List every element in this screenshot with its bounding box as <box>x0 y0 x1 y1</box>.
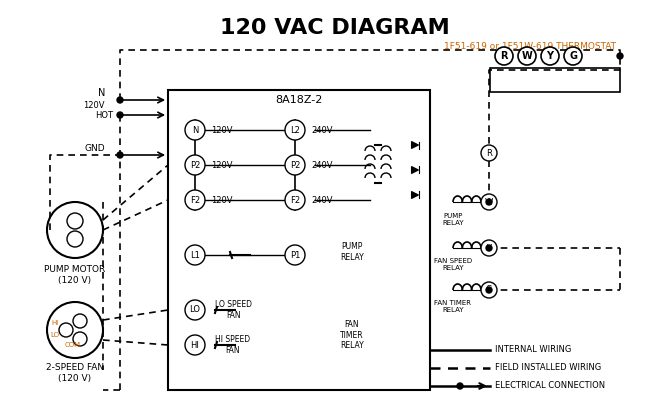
Circle shape <box>185 335 205 355</box>
Text: N: N <box>192 126 198 134</box>
Circle shape <box>481 194 497 210</box>
Circle shape <box>73 332 87 346</box>
Circle shape <box>518 47 536 65</box>
Text: W: W <box>522 51 533 61</box>
Text: HI SPEED
FAN: HI SPEED FAN <box>215 335 250 355</box>
Circle shape <box>59 323 73 337</box>
Circle shape <box>486 199 492 205</box>
Text: F2: F2 <box>290 196 300 204</box>
Circle shape <box>481 145 497 161</box>
Circle shape <box>117 97 123 103</box>
Text: R: R <box>500 51 508 61</box>
Text: L1: L1 <box>190 251 200 259</box>
Text: 120V: 120V <box>211 126 232 134</box>
Text: HI: HI <box>190 341 200 349</box>
Text: LO: LO <box>50 332 60 338</box>
Text: (120 V): (120 V) <box>58 374 92 383</box>
Circle shape <box>67 213 83 229</box>
Circle shape <box>541 47 559 65</box>
Text: LO SPEED
FAN: LO SPEED FAN <box>215 300 252 320</box>
Text: COM: COM <box>65 342 81 348</box>
Text: FIELD INSTALLED WIRING: FIELD INSTALLED WIRING <box>495 364 601 372</box>
Text: 120V: 120V <box>84 101 105 110</box>
Text: G: G <box>486 285 492 295</box>
Circle shape <box>117 112 123 118</box>
Text: Y: Y <box>547 51 553 61</box>
Circle shape <box>185 245 205 265</box>
Text: 8A18Z-2: 8A18Z-2 <box>275 95 323 105</box>
Text: LO: LO <box>190 305 200 315</box>
Text: 240V: 240V <box>311 126 332 134</box>
Text: 120V: 120V <box>211 196 232 204</box>
Text: HOT: HOT <box>95 111 113 120</box>
Text: P2: P2 <box>290 160 300 170</box>
Text: P2: P2 <box>190 160 200 170</box>
Circle shape <box>47 302 103 358</box>
Text: (120 V): (120 V) <box>58 276 92 285</box>
Circle shape <box>117 152 123 158</box>
Circle shape <box>185 300 205 320</box>
Circle shape <box>47 202 103 258</box>
Text: HI: HI <box>52 320 59 326</box>
Text: P1: P1 <box>290 251 300 259</box>
Circle shape <box>486 287 492 293</box>
Text: PUMP
RELAY: PUMP RELAY <box>340 242 364 262</box>
Circle shape <box>564 47 582 65</box>
Text: Y: Y <box>486 243 492 253</box>
Polygon shape <box>411 191 419 199</box>
Text: 2-SPEED FAN: 2-SPEED FAN <box>46 363 104 372</box>
Circle shape <box>481 282 497 298</box>
Circle shape <box>481 240 497 256</box>
Circle shape <box>285 245 305 265</box>
Circle shape <box>285 155 305 175</box>
Text: GND: GND <box>84 144 105 153</box>
Text: 120V: 120V <box>211 160 232 170</box>
Circle shape <box>185 155 205 175</box>
Circle shape <box>67 231 83 247</box>
Text: R: R <box>486 148 492 158</box>
Text: INTERNAL WIRING: INTERNAL WIRING <box>495 346 572 354</box>
Polygon shape <box>411 166 419 173</box>
Text: 120 VAC DIAGRAM: 120 VAC DIAGRAM <box>220 18 450 38</box>
Circle shape <box>185 120 205 140</box>
Circle shape <box>495 47 513 65</box>
Circle shape <box>617 53 623 59</box>
FancyBboxPatch shape <box>168 90 430 390</box>
Text: 240V: 240V <box>311 196 332 204</box>
FancyBboxPatch shape <box>490 68 620 92</box>
Circle shape <box>285 190 305 210</box>
Circle shape <box>486 245 492 251</box>
Text: W: W <box>485 197 493 207</box>
Text: 1F51-619 or 1F51W-619 THERMOSTAT: 1F51-619 or 1F51W-619 THERMOSTAT <box>444 42 616 51</box>
Text: FAN
TIMER
RELAY: FAN TIMER RELAY <box>340 320 364 350</box>
Text: N: N <box>98 88 105 98</box>
Circle shape <box>73 314 87 328</box>
Text: 240V: 240V <box>311 160 332 170</box>
Polygon shape <box>411 142 419 148</box>
Text: G: G <box>569 51 577 61</box>
Text: L2: L2 <box>290 126 300 134</box>
Circle shape <box>457 383 463 389</box>
Text: F2: F2 <box>190 196 200 204</box>
Text: FAN SPEED
RELAY: FAN SPEED RELAY <box>434 258 472 271</box>
Text: ELECTRICAL CONNECTION: ELECTRICAL CONNECTION <box>495 382 605 391</box>
Text: PUMP MOTOR: PUMP MOTOR <box>44 265 106 274</box>
Text: PUMP
RELAY: PUMP RELAY <box>442 213 464 226</box>
Circle shape <box>285 120 305 140</box>
Circle shape <box>185 190 205 210</box>
Text: FAN TIMER
RELAY: FAN TIMER RELAY <box>435 300 472 313</box>
